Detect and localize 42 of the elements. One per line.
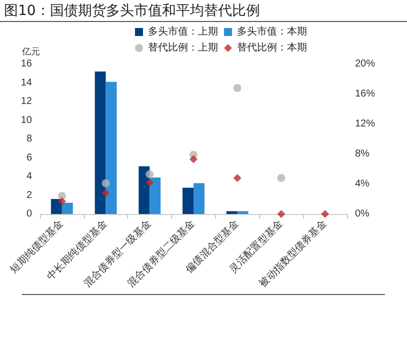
- y-tick-label: 16: [20, 58, 32, 70]
- chart-title: 图10：国债期货多头市值和平均替代比例: [4, 2, 260, 20]
- bar: [150, 177, 161, 214]
- y-tick-label: 14: [20, 77, 32, 88]
- y-tick-label: 10: [20, 114, 32, 126]
- point: [277, 174, 286, 182]
- bar: [50, 199, 62, 214]
- point: [102, 189, 110, 197]
- legend-label: 替代比例：本期: [237, 42, 307, 54]
- bar: [94, 72, 106, 214]
- y2-tick-label: 16%: [355, 88, 376, 100]
- y2-tick-label: 8%: [355, 148, 370, 160]
- y2-tick-label: 0%: [355, 208, 370, 220]
- bar: [62, 202, 73, 214]
- bar: [194, 183, 204, 214]
- bar: [226, 211, 238, 214]
- legend-label: 多头市值：上期: [148, 26, 218, 38]
- bar: [237, 211, 248, 214]
- y-axis-title: 亿元: [21, 46, 40, 56]
- point: [321, 210, 330, 218]
- y2-tick-label: 20%: [355, 58, 376, 70]
- bar: [106, 82, 117, 214]
- y-tick-label: 4: [26, 171, 32, 182]
- y-tick-label: 2: [26, 190, 32, 201]
- point: [190, 155, 198, 164]
- point: [146, 170, 154, 178]
- bar: [138, 166, 150, 214]
- point: [146, 178, 154, 186]
- point: [102, 179, 110, 188]
- legend-label: 替代比例：上期: [148, 42, 218, 54]
- y-tick-label: 12: [20, 96, 32, 107]
- y-tick-label: 8: [26, 134, 32, 144]
- y2-tick-label: 4%: [355, 178, 370, 190]
- legend-label: 多头市值：本期: [237, 26, 307, 38]
- point: [233, 174, 242, 182]
- bar: [182, 188, 194, 214]
- y2-tick-label: 12%: [355, 118, 376, 130]
- y-tick-label: 0: [26, 208, 32, 220]
- point: [277, 210, 286, 218]
- point: [58, 197, 66, 206]
- y-tick-label: 6: [26, 152, 32, 164]
- point: [233, 84, 242, 92]
